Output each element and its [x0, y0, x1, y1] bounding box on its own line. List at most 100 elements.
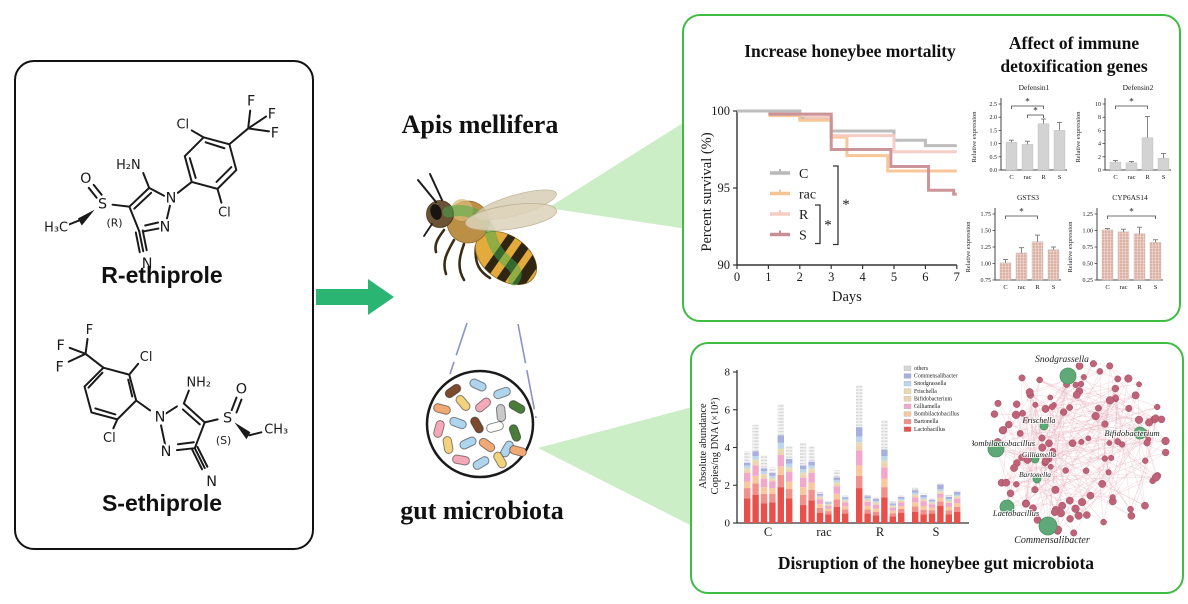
svg-text:*: * — [824, 217, 832, 233]
s-ethiprole-bonds — [67, 337, 263, 471]
bee-antennae — [417, 173, 443, 237]
s-wedge-bond — [234, 422, 251, 440]
svg-text:Cl: Cl — [218, 206, 231, 221]
svg-text:95: 95 — [718, 181, 731, 195]
svg-text:6: 6 — [725, 404, 731, 416]
svg-text:rac: rac — [1120, 284, 1128, 291]
svg-text:1.0: 1.0 — [990, 142, 998, 148]
svg-text:rac: rac — [816, 525, 832, 539]
r-ethiprole-bonds — [67, 109, 270, 254]
svg-text:Gilliamella: Gilliamella — [1022, 450, 1056, 459]
svg-text:Commensalibacter: Commensalibacter — [914, 374, 958, 380]
abundance-chart: 0 2 4 6 8 Absolute abundance Copies/ng DNA (×1… — [698, 365, 969, 539]
svg-text:1.50: 1.50 — [981, 229, 992, 235]
green-arrow — [316, 279, 394, 315]
svg-text:rac: rac — [1018, 284, 1026, 291]
svg-text:*: * — [1019, 207, 1024, 217]
svg-text:Bartonella: Bartonella — [1019, 470, 1051, 479]
svg-text:0.75: 0.75 — [1083, 245, 1094, 251]
svg-text:S: S — [933, 525, 940, 539]
svg-text:rac: rac — [799, 188, 816, 203]
svg-text:Days: Days — [832, 289, 862, 305]
svg-text:2.5: 2.5 — [990, 102, 998, 108]
svg-text:0.50: 0.50 — [1083, 262, 1094, 268]
honeybee-image — [417, 173, 557, 296]
svg-text:N: N — [206, 474, 217, 490]
svg-text:R: R — [876, 525, 885, 539]
svg-text:S: S — [98, 197, 107, 213]
svg-text:Relative expression: Relative expression — [1067, 221, 1074, 273]
gut-microbiota-label: gut microbiota — [400, 496, 564, 525]
svg-text:Defensin1: Defensin1 — [1019, 83, 1050, 92]
svg-text:0.0: 0.0 — [990, 168, 998, 174]
svg-text:90: 90 — [718, 258, 731, 272]
svg-text:Lactobacillus: Lactobacillus — [914, 427, 946, 433]
svg-text:N: N — [155, 409, 166, 425]
svg-text:NH₂: NH₂ — [186, 376, 211, 391]
svg-text:Bombilactobacillus: Bombilactobacillus — [972, 438, 1036, 448]
svg-text:6: 6 — [922, 270, 928, 284]
svg-text:4: 4 — [725, 442, 731, 454]
svg-text:rac: rac — [1024, 174, 1032, 181]
svg-text:R: R — [1145, 174, 1150, 181]
svg-text:CH₃: CH₃ — [264, 422, 288, 437]
svg-text:0: 0 — [725, 518, 731, 530]
svg-text:S: S — [1154, 284, 1158, 291]
genes-title-line2: detoxification genes — [1000, 55, 1148, 76]
svg-text:0: 0 — [734, 270, 740, 284]
r-ethiprole-name: R-ethiprole — [101, 262, 223, 288]
svg-text:7: 7 — [954, 270, 960, 284]
svg-text:Cl: Cl — [103, 431, 116, 446]
svg-text:0.5: 0.5 — [990, 155, 998, 161]
svg-text:Absolute abundance: Absolute abundance — [698, 403, 709, 489]
svg-text:F: F — [247, 94, 255, 110]
svg-text:Snodgrassella: Snodgrassella — [1035, 355, 1089, 365]
mortality-panel-title: Increase honeybee mortality — [744, 41, 956, 61]
svg-text:Bartonella: Bartonella — [914, 419, 939, 425]
svg-text:Percent survival (%): Percent survival (%) — [700, 132, 715, 251]
svg-text:S: S — [1058, 174, 1062, 181]
svg-text:6: 6 — [1098, 128, 1101, 134]
svg-text:2: 2 — [797, 270, 803, 284]
survival-chart: 0 1 2 3 4 5 6 7 90 95 100 Days Percent survival (%) C… — [700, 104, 960, 305]
svg-text:0: 0 — [1098, 168, 1101, 174]
svg-text:Copies/ng DNA (×10⁵): Copies/ng DNA (×10⁵) — [710, 397, 721, 495]
dashed-link-left — [449, 322, 468, 375]
cooccurrence-network: Snodgrassella Bifidobacterium Frischella Bo… — [972, 354, 1170, 547]
beam-to-microbiota-panel — [538, 406, 696, 528]
svg-text:Snodgrassella: Snodgrassella — [914, 381, 947, 387]
svg-text:0.75: 0.75 — [981, 278, 992, 284]
genes-panel-title: Affect of immune detoxification genes — [976, 32, 1172, 78]
svg-text:rac: rac — [1128, 174, 1136, 181]
svg-text:R: R — [1041, 174, 1046, 181]
svg-text:Bifidobacterium: Bifidobacterium — [914, 395, 952, 402]
enantiomers-box — [14, 60, 314, 550]
defensin2-chart: Defensin2 0 2 4 6 8 10 Relative expression C rac R… — [1075, 83, 1171, 181]
svg-text:C: C — [799, 167, 808, 182]
svg-text:*: * — [1129, 207, 1134, 217]
svg-text:Bifidobacterium: Bifidobacterium — [1104, 428, 1159, 438]
svg-text:N: N — [142, 256, 153, 272]
svg-text:1.25: 1.25 — [1083, 212, 1094, 218]
s-ethiprole-name: S-ethiprole — [101, 490, 223, 516]
bee-wing-near — [465, 203, 557, 231]
beam-to-mortality-panel — [548, 116, 694, 230]
svg-text:Gilliamella: Gilliamella — [914, 404, 941, 410]
svg-text:C: C — [1105, 284, 1109, 291]
dashed-link-right — [517, 323, 537, 419]
svg-text:R: R — [1035, 284, 1040, 291]
svg-text:8: 8 — [725, 367, 731, 379]
microbiota-panel-caption: Disruption of the honeybee gut microbiot… — [777, 553, 1095, 573]
svg-text:N: N — [166, 191, 177, 207]
svg-text:C: C — [764, 525, 772, 539]
svg-text:Cl: Cl — [177, 117, 190, 132]
svg-text:S: S — [1052, 284, 1056, 291]
svg-text:(S): (S) — [216, 434, 231, 447]
svg-text:Defensin2: Defensin2 — [1123, 83, 1154, 92]
svg-text:Frischella: Frischella — [1022, 416, 1056, 425]
svg-text:Cl: Cl — [140, 350, 153, 365]
